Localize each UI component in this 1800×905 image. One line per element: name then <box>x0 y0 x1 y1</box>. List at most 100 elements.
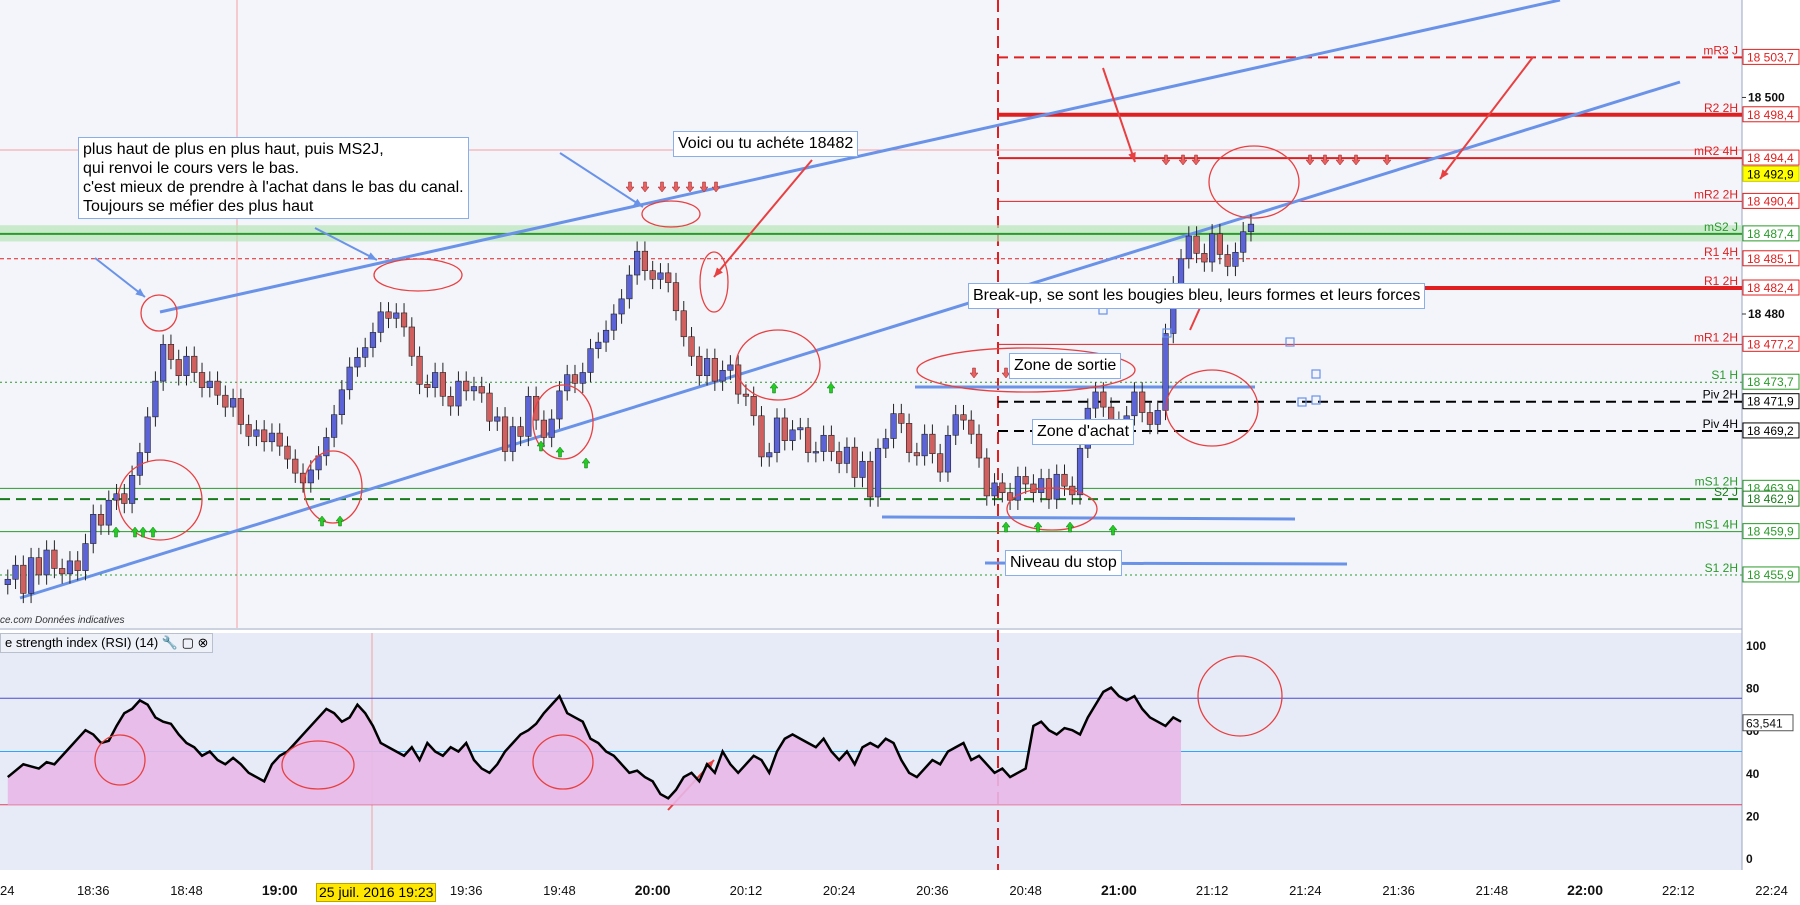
x-tick-label-0: 24 <box>0 883 14 898</box>
annotation-break-up: Break-up, se sont les bougies bleu, leur… <box>968 283 1426 309</box>
arrow-blue-2-head <box>633 198 643 207</box>
candle-74 <box>579 372 586 384</box>
price-levels: mR3 J 18 503,7 R2 2H 18 498,4 mR2 4H 18 494,4… <box>0 43 1800 583</box>
candle-132 <box>1030 483 1037 493</box>
annotation-buy-point: Voici ou tu achéte 18482 <box>673 131 859 157</box>
sell-arrow-icon-12 <box>1178 154 1188 166</box>
candle-47 <box>369 332 377 348</box>
candle-44 <box>346 366 353 391</box>
marker-square-5 <box>1311 395 1321 405</box>
candle-154 <box>1201 253 1208 263</box>
candle-12 <box>97 514 105 526</box>
candle-124 <box>968 419 975 435</box>
level-value-box-3 <box>1742 165 1800 182</box>
arrow-blue-0-head <box>135 288 145 297</box>
candle-61 <box>478 386 485 394</box>
highlight-ellipse-11 <box>1208 145 1300 219</box>
level-label-13: S2 J <box>1714 485 1738 499</box>
wrench-icon[interactable]: 🔧 <box>161 635 178 650</box>
candle-97 <box>758 415 765 458</box>
channel-lines <box>19 0 1681 600</box>
level-value-9: 18 473,7 <box>1747 375 1794 389</box>
buy-arrow-icon-11 <box>1001 521 1011 533</box>
candle-104 <box>812 451 819 454</box>
highlight-ellipse-0 <box>140 294 178 332</box>
candle-71 <box>556 390 563 420</box>
annotation-exit-zone: Zone de sortie <box>1009 353 1122 379</box>
candle-91 <box>711 358 718 382</box>
candle-128 <box>999 482 1006 493</box>
candle-23 <box>183 355 190 377</box>
buy-arrow-icon-13 <box>1065 521 1075 533</box>
candle-159 <box>1240 231 1247 253</box>
level-label-2: mR2 4H <box>1694 144 1738 158</box>
candle-64 <box>501 416 509 452</box>
arrow-blue-1-head <box>367 252 377 260</box>
candle-9 <box>74 560 81 571</box>
maximize-icon[interactable]: ▢ <box>181 635 194 650</box>
candle-114 <box>890 413 897 439</box>
candle-16 <box>128 475 136 504</box>
candle-145 <box>1131 391 1138 417</box>
candle-35 <box>276 432 283 447</box>
candle-106 <box>828 434 835 452</box>
candle-4 <box>35 557 42 576</box>
candle-136 <box>1061 473 1068 487</box>
candle-120 <box>937 453 944 473</box>
level-value-0: 18 503,7 <box>1747 50 1794 64</box>
candle-118 <box>921 433 928 457</box>
arrow-blue-1 <box>314 227 378 261</box>
candle-26 <box>206 380 213 388</box>
level-value-box-4 <box>1742 192 1800 209</box>
candle-37 <box>292 458 299 474</box>
x-tick-label-6: 19:48 <box>543 883 576 898</box>
candle-122 <box>952 414 959 436</box>
marker-square-3 <box>1311 369 1321 379</box>
candle-77 <box>602 329 610 343</box>
sell-arrow-icon-6 <box>711 181 721 193</box>
candle-111 <box>867 460 874 498</box>
level-value-6: 18 485,1 <box>1747 252 1794 266</box>
close-icon[interactable]: ⊗ <box>197 635 209 650</box>
x-tick-label-18: 22:12 <box>1662 883 1695 898</box>
candle-51 <box>400 312 408 328</box>
candle-112 <box>874 447 882 498</box>
candle-96 <box>750 395 757 417</box>
candle-121 <box>944 434 952 473</box>
buy-arrow-icon-3 <box>148 526 158 538</box>
level-label-11: Piv 4H <box>1703 417 1738 431</box>
sell-arrow-icon-11 <box>1161 154 1171 166</box>
level-label-1: R2 2H <box>1704 101 1738 115</box>
annotation-buy-zone: Zone d'achat <box>1032 419 1135 445</box>
rsi-tick-1: 80 <box>1746 682 1760 696</box>
candle-28 <box>222 394 229 408</box>
highlight-ellipse-6 <box>699 251 729 313</box>
candle-160 <box>1247 223 1255 233</box>
candle-115 <box>898 413 905 424</box>
sell-arrow-icon-0 <box>625 181 635 193</box>
x-tick-label-19: 22:24 <box>1755 883 1788 898</box>
level-value-box-10 <box>1742 393 1800 410</box>
channel-lower <box>19 80 1681 600</box>
candle-11 <box>90 514 97 544</box>
candle-33 <box>261 429 268 443</box>
candle-86 <box>672 282 680 312</box>
rsi-panel-title: e strength index (RSI) (14) 🔧 ▢ ⊗ <box>0 633 214 653</box>
level-label-8: mR1 2H <box>1694 330 1738 344</box>
sell-arrow-icon-5 <box>699 181 709 193</box>
arrow-blue-2 <box>559 152 644 208</box>
candle-73 <box>571 374 579 384</box>
candle-93 <box>727 364 734 371</box>
candle-67 <box>525 395 532 437</box>
candle-98 <box>766 452 773 458</box>
candle-101 <box>789 429 796 441</box>
candle-0 <box>4 578 11 585</box>
buy-arrow-icon-14 <box>1108 524 1118 536</box>
y-tick-label-0: 18 500 <box>1748 90 1785 104</box>
candle-140 <box>1092 391 1099 409</box>
highlight-ellipse-10 <box>1165 369 1259 447</box>
rsi-tick-5: 0 <box>1746 852 1753 866</box>
buy-arrow-icon-9 <box>769 382 779 394</box>
candle-134 <box>1045 478 1053 500</box>
sell-arrow-icon-4 <box>685 181 695 193</box>
